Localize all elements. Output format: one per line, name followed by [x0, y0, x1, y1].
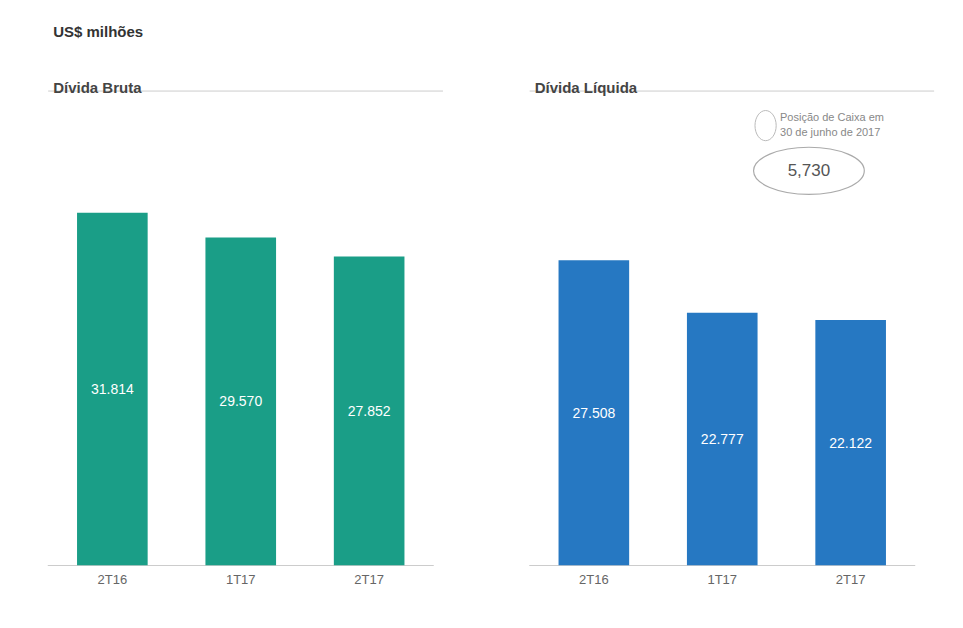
- svg-text:29.570: 29.570: [219, 393, 262, 409]
- svg-text:Dívida Bruta: Dívida Bruta: [53, 79, 142, 96]
- svg-text:30 de junho de 2017: 30 de junho de 2017: [780, 126, 880, 138]
- svg-text:Posição de Caixa em: Posição de Caixa em: [780, 111, 884, 123]
- svg-text:US$ milhões: US$ milhões: [53, 23, 143, 40]
- svg-text:2T17: 2T17: [354, 572, 384, 587]
- svg-text:27.508: 27.508: [572, 405, 615, 421]
- svg-text:2T16: 2T16: [579, 572, 609, 587]
- svg-text:Dívida Líquida: Dívida Líquida: [535, 79, 638, 96]
- svg-text:1T17: 1T17: [226, 572, 256, 587]
- svg-text:22.122: 22.122: [829, 435, 872, 451]
- svg-text:2T16: 2T16: [98, 572, 128, 587]
- svg-text:22.777: 22.777: [701, 431, 744, 447]
- svg-text:31.814: 31.814: [91, 381, 134, 397]
- svg-text:1T17: 1T17: [707, 572, 737, 587]
- svg-text:5,730: 5,730: [788, 161, 831, 180]
- svg-text:27.852: 27.852: [348, 403, 391, 419]
- svg-text:2T17: 2T17: [836, 572, 866, 587]
